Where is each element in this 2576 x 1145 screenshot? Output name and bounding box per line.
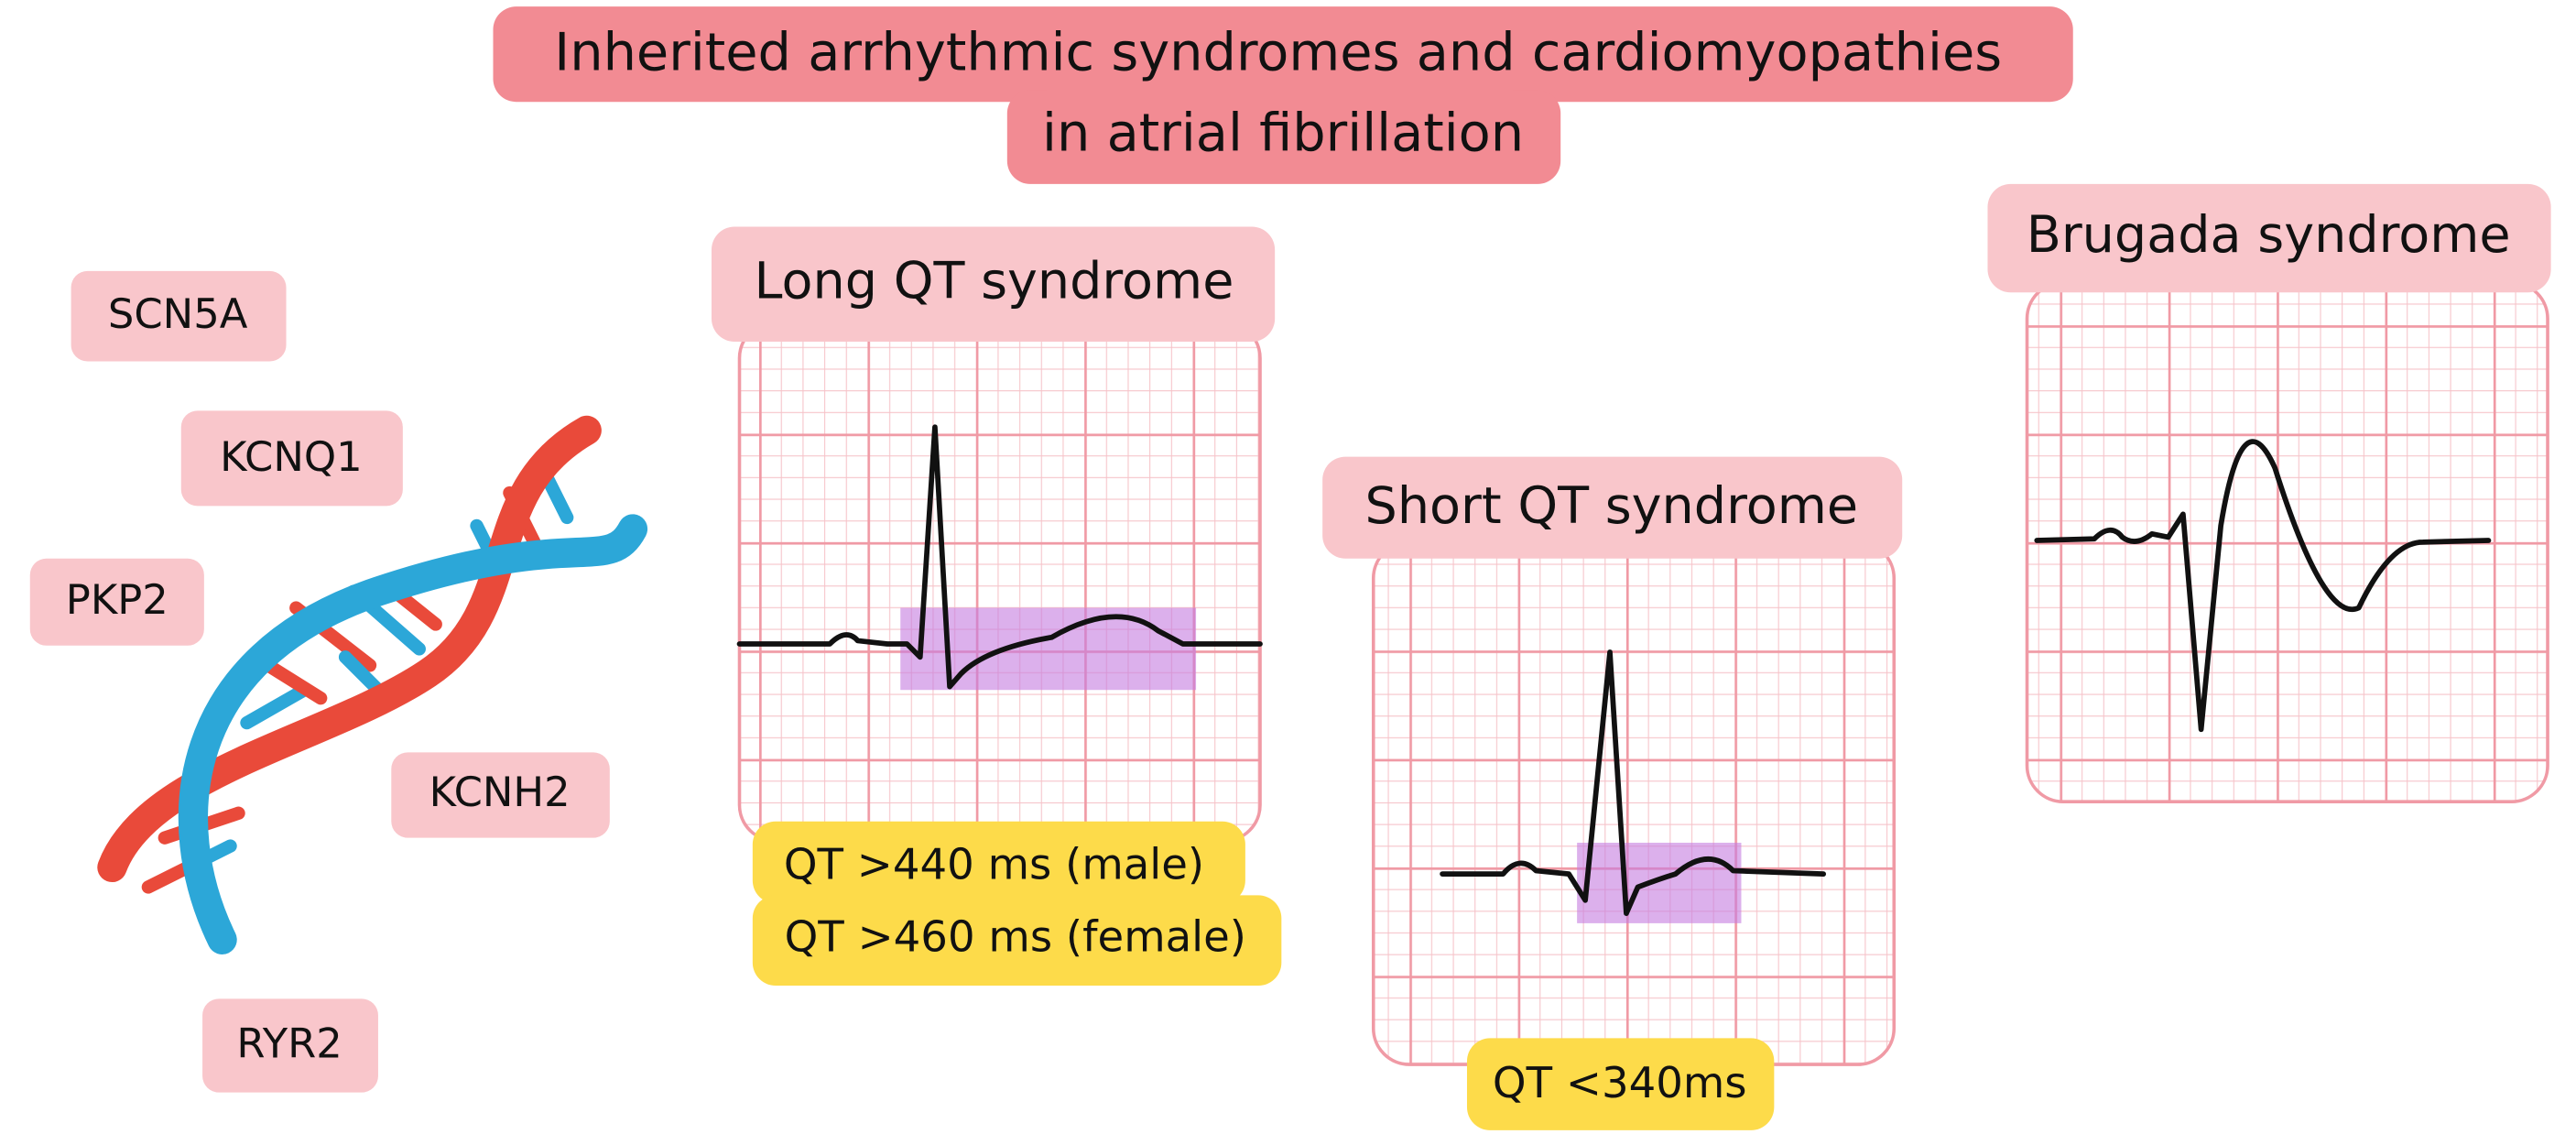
long-qt-panel: Long QT syndrome QT >440 ms (male) QT >4… [712,226,1282,987]
gene: SCN5A [108,289,248,338]
label-box [1987,183,2551,293]
label-box [712,226,1276,343]
gene-box [391,752,610,838]
ecg-trace [1440,649,1827,916]
ecg-trace [2034,439,2492,733]
criteria-box [752,821,1245,904]
qt-interval [1577,843,1742,923]
gene: PKP2 [66,575,168,624]
gene-box [202,998,378,1093]
panel-label: Long QT syndrome [755,251,1234,311]
brugada-panel: Brugada syndrome [1987,183,2551,803]
gene: KCNQ1 [220,432,363,481]
title-box [493,6,2073,103]
title-line: Inherited arrhythmic syndromes and cardi… [554,22,2002,83]
ecg-grid [1371,540,1897,1066]
criteria: QT >440 ms (male) [784,839,1204,889]
title-line: in atrial fibrillation [1042,102,1524,163]
criteria-box [1466,1038,1775,1130]
ecg-grid [737,320,1262,844]
dna-helix [97,415,648,954]
panel-label: Short QT syndrome [1365,476,1858,536]
label-box [1322,456,1903,559]
gene-box [180,410,403,507]
panel-label: Brugada syndrome [2027,205,2511,265]
criteria-box [752,895,1282,987]
ecg-trace [736,424,1263,690]
criteria: QT >460 ms (female) [785,911,1246,961]
title-box [1006,90,1561,184]
gene: KCNH2 [429,768,571,816]
gene: RYR2 [236,1019,342,1067]
criteria: QT <340ms [1493,1058,1747,1107]
gene-box [29,558,204,646]
gene-box [71,270,287,362]
gene-tags: SCN5A KCNQ1 PKP2 KCNH2 RYR2 [29,270,610,1093]
short-qt-panel: Short QT syndrome QT <340ms [1322,456,1903,1130]
